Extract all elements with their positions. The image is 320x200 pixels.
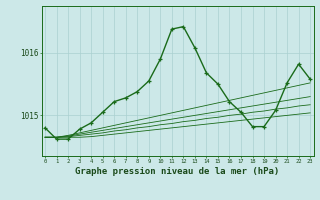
- X-axis label: Graphe pression niveau de la mer (hPa): Graphe pression niveau de la mer (hPa): [76, 167, 280, 176]
